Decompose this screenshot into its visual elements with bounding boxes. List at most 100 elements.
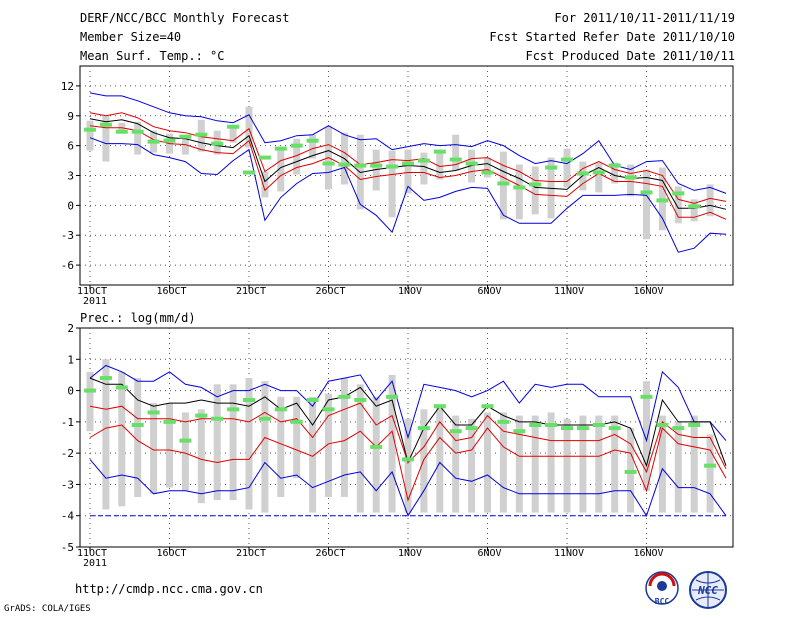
median-marker (290, 419, 303, 424)
spread-box (86, 120, 94, 151)
spread-box (611, 415, 619, 513)
median-marker (274, 407, 287, 412)
spread-box (674, 421, 682, 513)
median-marker (465, 161, 478, 166)
spread-box (229, 125, 237, 143)
median-marker (147, 139, 160, 144)
x-tick-label: 21OCT (236, 548, 266, 559)
median-marker (306, 397, 319, 402)
median-marker (561, 426, 573, 431)
spread-box (690, 415, 698, 513)
spread-box (102, 359, 110, 510)
median-marker (84, 388, 96, 393)
y-tick-label: 12 (61, 80, 74, 93)
median-marker (163, 138, 176, 143)
median-marker (688, 422, 701, 427)
spread-box (181, 136, 189, 155)
median-marker (545, 165, 558, 170)
median-marker (211, 416, 224, 421)
x-tick-label: 11NOV (554, 548, 584, 559)
median-marker (370, 444, 383, 449)
median-marker (624, 469, 637, 474)
spread-box (515, 415, 523, 513)
median-marker (370, 163, 383, 168)
series-line-max (89, 364, 727, 443)
spread-box (388, 150, 396, 218)
median-marker (211, 141, 224, 146)
median-marker (243, 397, 255, 402)
median-marker (258, 416, 271, 421)
median-marker (322, 161, 335, 166)
spread-box (436, 406, 444, 513)
spread-box (611, 162, 619, 184)
y-tick-label: 9 (67, 110, 74, 123)
median-marker (163, 419, 176, 424)
median-marker (640, 190, 653, 195)
x-year-label: 2011 (83, 296, 107, 307)
x-tick-label: 11NOV (554, 286, 584, 297)
median-marker (338, 394, 351, 399)
spread-box (563, 418, 571, 513)
spread-box (595, 162, 603, 193)
spread-box (436, 151, 444, 180)
spread-box (452, 134, 460, 171)
spread-box (499, 412, 507, 513)
spread-box (643, 169, 650, 240)
spread-box (134, 121, 142, 155)
spread-box (690, 199, 698, 222)
series-line-upper-sd (89, 402, 727, 474)
grads-credit: GrADS: COLA/IGES (4, 604, 91, 614)
spread-box (356, 384, 364, 513)
y-tick-label: -6 (61, 259, 74, 272)
spread-box (706, 184, 714, 217)
temperature-variable-label: Mean Surf. Temp.: °C (80, 49, 225, 63)
median-marker (99, 122, 112, 127)
y-tick-label: 2 (67, 322, 74, 335)
median-marker (290, 143, 303, 148)
spread-box (372, 149, 380, 191)
median-marker (529, 422, 542, 427)
median-marker (258, 155, 271, 160)
spread-box (531, 166, 539, 215)
forecast-produced-label: Fcst Produced Date 2011/10/11 (525, 49, 735, 63)
median-marker (576, 426, 589, 431)
x-tick-label: 16NOV (633, 548, 663, 559)
y-tick-label: 6 (67, 140, 74, 153)
median-marker (672, 426, 685, 431)
median-marker (227, 124, 240, 129)
median-marker (656, 198, 669, 203)
x-tick-label: 21OCT (236, 286, 266, 297)
spread-box (245, 378, 253, 510)
median-marker (417, 426, 430, 431)
spread-box (181, 412, 189, 491)
x-tick-label: 1NOV (398, 548, 422, 559)
median-marker (147, 410, 160, 415)
y-tick-label: -1 (61, 416, 74, 429)
median-marker (624, 175, 637, 180)
spread-box (515, 164, 523, 220)
median-marker (449, 157, 462, 162)
median-marker (481, 404, 494, 409)
median-marker (322, 407, 335, 412)
median-marker (656, 422, 669, 427)
series-line-lower-sd (89, 424, 727, 502)
chart-panel-precipitation: 2 1 0 -1 -2 -3 -4 -5 11OCT 16OCT 21OCT 26OCT 1NOV 6NO… (61, 322, 734, 569)
median-marker (592, 422, 605, 427)
median-marker (513, 429, 526, 434)
median-marker (402, 457, 414, 462)
median-marker (179, 438, 192, 443)
median-marker (402, 161, 414, 166)
x-tick-label: 16OCT (156, 286, 186, 297)
spread-box (563, 148, 571, 188)
spread-box (229, 384, 237, 501)
chart-title: DERF/NCC/BCC Monthly Forecast (80, 11, 290, 25)
spread-box (484, 157, 491, 178)
y-tick-label: 1 (67, 353, 74, 366)
spread-box (658, 415, 666, 513)
spread-box (674, 186, 682, 224)
source-url[interactable]: http://cmdp.ncc.cma.gov.cn (75, 582, 263, 596)
median-marker (497, 181, 510, 186)
spread-box (706, 434, 714, 513)
precip-panel-title: Prec.: log(mm/d) (80, 311, 196, 325)
